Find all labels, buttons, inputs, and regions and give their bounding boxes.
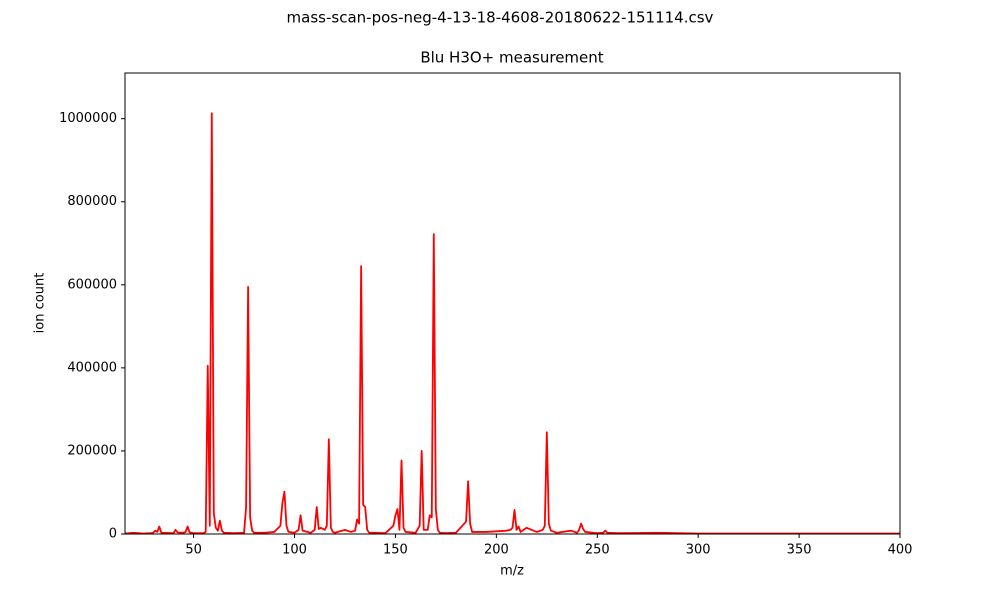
x-tick-label: 300 bbox=[686, 543, 711, 558]
data-line bbox=[124, 112, 900, 535]
chart-title: Blu H3O+ measurement bbox=[420, 49, 603, 67]
x-tick-label: 100 bbox=[282, 543, 307, 558]
y-tick-label: 400000 bbox=[67, 360, 117, 375]
x-tick-label: 250 bbox=[585, 543, 610, 558]
y-tick-label: 600000 bbox=[67, 277, 117, 292]
y-tick-label: 1000000 bbox=[59, 111, 117, 126]
x-tick-label: 200 bbox=[484, 543, 509, 558]
suptitle: mass-scan-pos-neg-4-13-18-4608-20180622-… bbox=[287, 9, 714, 27]
x-tick-label: 50 bbox=[185, 543, 202, 558]
x-axis-label: m/z bbox=[500, 564, 524, 579]
y-axis-label: ion count bbox=[33, 273, 48, 334]
x-tick-label: 400 bbox=[888, 543, 913, 558]
plot-area bbox=[124, 112, 900, 535]
y-tick-label: 800000 bbox=[67, 194, 117, 209]
x-tick-label: 150 bbox=[383, 543, 408, 558]
x-tick-label: 350 bbox=[787, 543, 812, 558]
y-tick-label: 0 bbox=[109, 527, 117, 542]
axes-frame bbox=[124, 72, 901, 535]
y-tick-label: 200000 bbox=[67, 443, 117, 458]
